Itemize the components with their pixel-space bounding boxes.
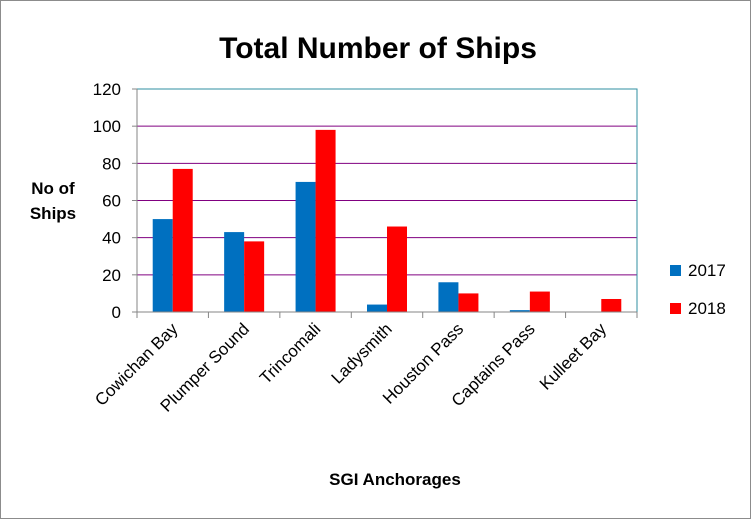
y-axis-title-line2: Ships [30,204,76,223]
y-tick-labels: 0 20 40 60 80 100 120 [93,80,121,322]
y-tick-label-100: 100 [93,117,121,136]
y-tick-label-60: 60 [102,192,121,211]
y-tick-label-120: 120 [93,80,121,99]
bar-2018-houston-pass [458,293,479,312]
legend-swatch-2018 [670,303,681,314]
chart-title: Total Number of Ships [219,32,537,65]
bar-2018-cowichan-bay [172,168,193,312]
x-tick-label-trincomali: Trincomali [256,319,324,387]
y-tick-label-80: 80 [102,154,121,173]
bar-2018-plumper-sound [244,241,265,312]
bar-2018-kulleet-bay [601,298,622,312]
legend-label-2018: 2018 [688,299,726,318]
bar-2017-plumper-sound [224,232,245,312]
bar-2017-ladysmith [367,304,387,312]
x-tick-label-ladysmith: Ladysmith [328,319,396,387]
legend-swatch-2017 [670,265,681,276]
axes [132,88,638,318]
y-tick-label-0: 0 [112,303,121,322]
bar-2018-ladysmith [387,226,407,312]
bar-2017-cowichan-bay [152,219,173,312]
bar-2017-houston-pass [438,282,459,312]
bar-2017-trincomali [295,181,316,312]
legend-label-2017: 2017 [688,261,726,280]
bars [152,129,622,312]
legend: 2017 2018 [670,261,726,318]
y-axis-title-line1: No of [31,179,75,198]
y-tick-label-20: 20 [102,266,121,285]
y-tick-label-40: 40 [102,229,121,248]
bar-2017-captains-pass [509,310,530,312]
x-tick-label-kulleet-bay: Kulleet Bay [536,319,611,394]
bar-2018-trincomali [315,129,336,312]
x-axis-title: SGI Anchorages [329,470,461,489]
bar-2018-captains-pass [529,291,550,312]
